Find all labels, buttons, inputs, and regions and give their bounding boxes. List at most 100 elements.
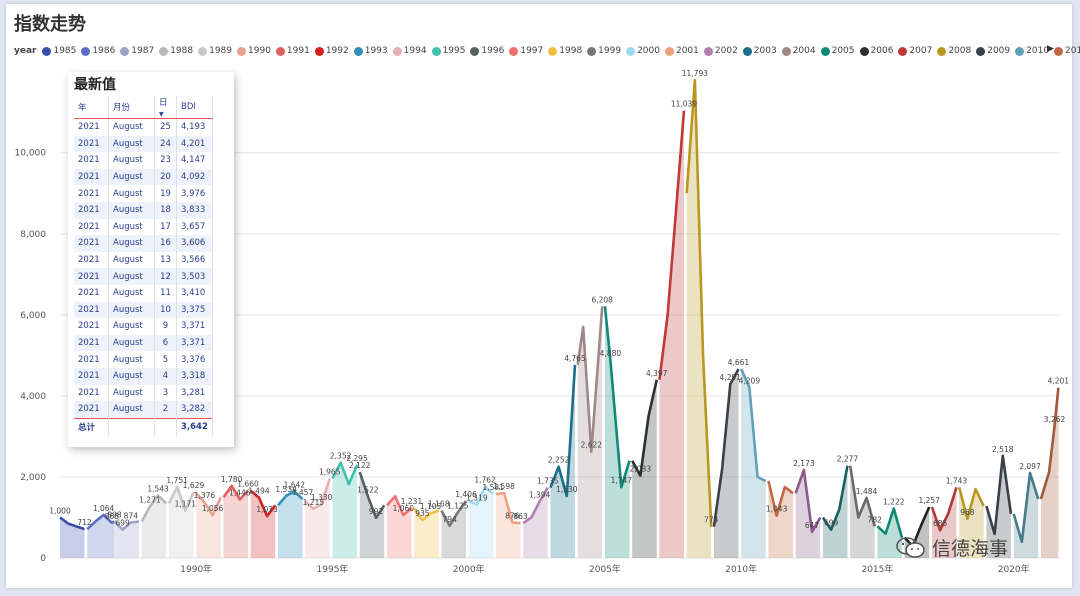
- table-row[interactable]: 2021 August 17 3,657: [74, 218, 213, 236]
- series-area-1998: [414, 508, 439, 558]
- legend-item-label: 2000: [637, 46, 660, 56]
- legend-item[interactable]: 1991: [275, 46, 310, 56]
- data-label: 868: [105, 512, 120, 521]
- legend-item[interactable]: 1985: [42, 46, 76, 56]
- legend-item-label: 2003: [753, 46, 777, 56]
- table-row[interactable]: 2021 August 9 3,371: [74, 318, 213, 335]
- table-row[interactable]: 2021 August 6 3,371: [74, 334, 213, 352]
- data-label: 2,033: [630, 465, 652, 474]
- legend-item[interactable]: 1993: [353, 46, 388, 56]
- cell-day: 12: [154, 268, 177, 285]
- legend-dot-icon: [509, 46, 519, 56]
- legend-item-label: 1990: [248, 46, 271, 56]
- legend-item[interactable]: 2011: [1054, 46, 1080, 56]
- table-row[interactable]: 2021 August 10 3,375: [74, 301, 213, 319]
- legend-item[interactable]: 2007: [898, 46, 932, 56]
- table-row[interactable]: 2021 August 18 3,833: [74, 201, 213, 219]
- data-label: 2,097: [1019, 462, 1041, 471]
- cell-month: August: [108, 401, 155, 419]
- legend-item[interactable]: 2000: [626, 46, 660, 56]
- legend-item[interactable]: 2005: [820, 46, 855, 56]
- legend-item-label: 2001: [675, 46, 699, 56]
- legend-dot-icon: [976, 46, 986, 56]
- data-label: 1,660: [237, 480, 259, 489]
- legend-item[interactable]: 1997: [509, 46, 543, 56]
- table-row[interactable]: 2021 August 5 3,376: [74, 351, 213, 368]
- data-label: 1,231: [401, 497, 423, 506]
- table-row[interactable]: 2021 August 11 3,410: [74, 284, 213, 302]
- data-label: 1,406: [455, 490, 477, 499]
- legend-item[interactable]: 1995: [431, 46, 465, 56]
- data-label: 782: [868, 515, 883, 524]
- table-row[interactable]: 2021 August 25 4,193: [74, 118, 213, 136]
- table-row[interactable]: 2021 August 23 4,147: [74, 152, 213, 169]
- column-header-bdi[interactable]: BDI: [176, 96, 213, 119]
- y-tick-label: 6,000: [20, 311, 46, 321]
- data-label: 863: [513, 512, 528, 521]
- legend-next-arrow-icon[interactable]: ▶: [1047, 44, 1054, 54]
- series-area-1995: [332, 462, 358, 558]
- legend-item-label: 2007: [909, 46, 933, 56]
- legend-item[interactable]: 2009: [976, 46, 1010, 56]
- table-row[interactable]: 2021 August 20 4,092: [74, 168, 213, 186]
- cell-month: August: [108, 152, 155, 169]
- cell-year: 2021: [74, 334, 109, 352]
- table-row[interactable]: 2021 August 19 3,976: [74, 185, 213, 202]
- table-row[interactable]: 2021 August 3 3,281: [74, 384, 213, 402]
- legend-item[interactable]: 2006: [859, 46, 893, 56]
- legend-item-label: 1999: [598, 46, 622, 56]
- legend-item[interactable]: 1989: [198, 46, 232, 56]
- legend-item[interactable]: 1992: [314, 46, 349, 56]
- table-row[interactable]: 2021 August 16 3,606: [74, 235, 213, 252]
- series-area-2018: [959, 487, 984, 558]
- table-row[interactable]: 2021 August 2 3,282: [74, 401, 213, 419]
- legend-item[interactable]: 1999: [587, 46, 621, 56]
- series-line-2005: [603, 306, 631, 489]
- cell-day: 5: [154, 351, 177, 368]
- cell-month: August: [108, 185, 155, 202]
- column-header-month[interactable]: 月份: [108, 96, 155, 119]
- legend-dot-icon: [898, 46, 908, 56]
- legend-item-label: 1997: [520, 46, 544, 56]
- legend-item[interactable]: 1996: [470, 46, 504, 56]
- legend-dot-icon: [198, 46, 208, 56]
- table-row[interactable]: 2021 August 4 3,318: [74, 367, 213, 385]
- table-row[interactable]: 2021 August 24 4,201: [74, 135, 213, 153]
- table-row[interactable]: 2021 August 12 3,503: [74, 268, 213, 285]
- cell-day: 20: [154, 168, 177, 186]
- legend-item[interactable]: 2010: [1015, 46, 1049, 56]
- legend-item-label: 1991: [286, 46, 310, 56]
- series-line-1996: [358, 471, 386, 520]
- legend-item[interactable]: 1986: [81, 46, 115, 56]
- legend-item[interactable]: 2003: [742, 46, 777, 56]
- legend-dot-icon: [392, 46, 402, 56]
- table-row[interactable]: 2021 August 13 3,566: [74, 251, 213, 269]
- legend-dot-icon: [120, 46, 130, 56]
- legend-item[interactable]: 1987: [120, 46, 154, 56]
- legend-item[interactable]: 2001: [664, 46, 699, 56]
- legend-dot-icon: [431, 46, 441, 56]
- data-label: 2,252: [548, 456, 570, 465]
- data-label: 1,043: [766, 505, 788, 514]
- column-header-day[interactable]: 日▼: [154, 96, 177, 119]
- cell-year: 2021: [74, 351, 109, 368]
- legend-item-label: 1992: [325, 46, 349, 56]
- cell-day: 25: [154, 118, 177, 136]
- data-label: 1,780: [221, 475, 243, 484]
- series-line-1985: [59, 516, 85, 531]
- legend-item[interactable]: 1990: [237, 46, 271, 56]
- data-label: 1,530: [556, 485, 578, 494]
- legend-item[interactable]: 1998: [548, 46, 582, 56]
- chart-legend: year 1985 1986 1987 1988 1989 1990 1991 1992 199…: [14, 44, 1080, 58]
- cell-year: 2021: [74, 251, 109, 269]
- legend-item[interactable]: 1988: [159, 46, 193, 56]
- legend-item[interactable]: 2004: [781, 46, 816, 56]
- cell-bdi: 3,376: [176, 351, 213, 368]
- series-line-1987: [113, 520, 140, 531]
- cell-bdi: 4,092: [176, 168, 213, 186]
- cell-day: 4: [154, 367, 177, 385]
- legend-item[interactable]: 2002: [703, 46, 738, 56]
- column-header-year[interactable]: 年: [74, 96, 109, 119]
- legend-item[interactable]: 1994: [392, 46, 427, 56]
- legend-item[interactable]: 2008: [937, 46, 971, 56]
